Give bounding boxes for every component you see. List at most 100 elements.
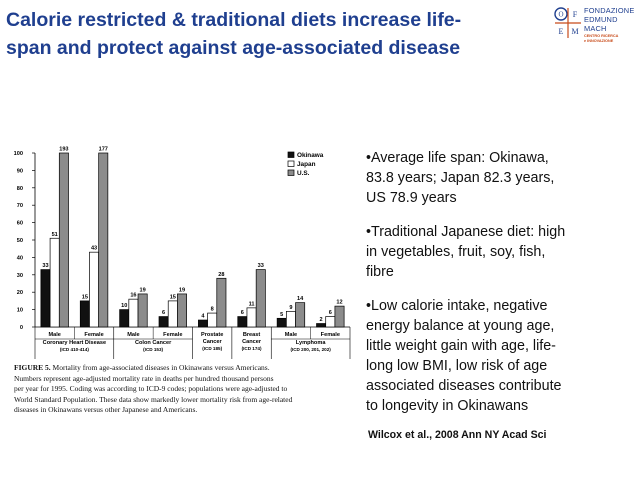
caption-line: FIGURE 5. Mortality from age-associated …	[14, 363, 360, 374]
bar-value-label: 11	[249, 301, 255, 307]
x-group-label: Cancer	[203, 339, 223, 345]
x-category-label: Male	[127, 332, 139, 338]
bar-value-label: 193	[59, 147, 68, 153]
caption-label: FIGURE 5.	[14, 363, 51, 372]
x-group-label: Breast	[243, 332, 261, 338]
bar-value-label: 6	[241, 310, 244, 316]
logo-line: MACH	[584, 23, 607, 33]
bar-value-label: 15	[82, 294, 88, 300]
x-group-label: Colon Cancer	[135, 340, 172, 346]
logo-sub-line: e INNOVAZIONE	[584, 38, 614, 43]
title-line: Calorie restricted & traditional diets i…	[6, 9, 462, 31]
bullet-line: fibre	[366, 264, 394, 280]
bullet-line: to longevity in Okinawans	[366, 398, 529, 414]
y-tick-label: 0	[20, 325, 23, 331]
bar-okinawa	[119, 309, 130, 328]
x-category-label: Male	[285, 332, 297, 338]
bar-value-label: 16	[130, 293, 136, 299]
legend-label: Okinawa	[297, 152, 324, 159]
bar-us	[295, 302, 306, 328]
bullet-line: US 78.9 years	[366, 190, 457, 206]
x-group-label: Coronary Heart Disease	[43, 340, 106, 346]
bar-us	[98, 152, 109, 328]
bar-value-label: 5	[280, 312, 283, 318]
logo-mark-icon: O F E M	[554, 7, 581, 38]
legend-swatch	[287, 151, 295, 158]
legend-swatch	[287, 160, 295, 167]
bar-value-label: 6	[329, 310, 332, 316]
bar-okinawa	[40, 269, 51, 328]
x-group-label: Prostate	[201, 332, 223, 338]
y-tick-label: 10	[17, 308, 23, 314]
x-group-label: (ICD 185)	[202, 346, 222, 351]
bar-value-label: 8	[211, 307, 214, 313]
x-group-label: (ICD 410-414)	[60, 347, 90, 352]
bullet-line: 83.8 years; Japan 82.3 years,	[366, 170, 555, 186]
legend-label: Japan	[297, 161, 316, 168]
x-category-label: Female	[84, 332, 103, 338]
caption-line: per year for 1995. Coding was according …	[14, 384, 288, 393]
bar-value-label: 177	[99, 147, 108, 153]
title-line: span and protect against age-associated …	[6, 37, 461, 59]
bullet-calorie-intake: •Low calorie intake, negative energy bal…	[366, 296, 634, 416]
bullet-list: •Average life span: Okinawa, 83.8 years;…	[366, 148, 634, 430]
bar-japan	[128, 298, 139, 328]
bar-us	[177, 293, 187, 328]
bar-okinawa	[276, 317, 287, 328]
logo-subtext: CENTRO RICERCA e INNOVAZIONE	[584, 34, 618, 43]
y-tick-label: 100	[14, 151, 23, 157]
figure-caption: FIGURE 5. Mortality from age-associated …	[14, 363, 360, 416]
y-tick-label: 70	[17, 203, 23, 209]
bar-value-label: 28	[218, 272, 224, 278]
bar-value-label: 9	[289, 305, 292, 311]
logo-mark-letter: F	[573, 10, 578, 19]
bullet-line: in vegetables, fruit, soy, fish,	[366, 244, 546, 260]
bullet-line: •Traditional Japanese diet: high	[366, 224, 566, 240]
logo-mark-letter: E	[559, 27, 564, 36]
y-tick-label: 80	[17, 186, 23, 192]
caption-line: Numbers represent age-adjusted mortality…	[14, 373, 274, 383]
logo-mark-letter: M	[571, 27, 578, 36]
bar-okinawa	[237, 316, 248, 328]
caption-line-rest: Mortality from age-associated diseases i…	[52, 363, 270, 372]
chart-svg: 0 10 20 30 40 50 60 70 80 90 100 33 15 10 6 4 6 5 2 51 43 16 1…	[14, 147, 351, 359]
y-tick-label: 30	[17, 273, 23, 279]
bar-value-label: 12	[336, 300, 342, 306]
bar-value-label: 51	[52, 232, 58, 238]
bar-value-label: 15	[170, 294, 176, 300]
bar-japan	[89, 251, 100, 328]
x-category-label: Female	[163, 332, 182, 338]
caption-line: diseases in Okinawans versus other Japan…	[14, 405, 198, 414]
citation: Wilcox et al., 2008 Ann NY Acad Sci	[368, 429, 547, 441]
bar-japan	[285, 310, 296, 328]
y-tick-label: 50	[17, 238, 23, 244]
bar-okinawa	[316, 323, 327, 328]
bar-us	[255, 269, 266, 328]
bar-japan	[49, 237, 60, 328]
bar-okinawa	[158, 316, 169, 328]
bar-okinawa	[198, 319, 208, 328]
caption-line: World Standard Population. These data sh…	[14, 394, 293, 404]
x-group-label: (ICD 200, 201, 202)	[290, 347, 331, 352]
logo-sub-line: CENTRO RICERCA	[584, 34, 619, 38]
bullet-line: •Average life span: Okinawa,	[366, 150, 549, 166]
legend-swatch	[287, 169, 295, 176]
y-tick-label: 90	[17, 168, 23, 174]
bullet-line: associated diseases contribute	[366, 378, 562, 394]
bar-japan	[167, 300, 178, 328]
bar-us	[334, 305, 345, 328]
bar-okinawa	[79, 300, 90, 328]
bullet-line: long low BMI, low risk of age	[366, 358, 548, 374]
logo-mark-letter: O	[558, 11, 563, 19]
logo-line: FONDAZIONE	[584, 6, 635, 15]
bullet-life-span: •Average life span: Okinawa, 83.8 years;…	[366, 148, 634, 208]
x-category-label: Male	[48, 332, 60, 338]
bar-us	[216, 277, 227, 328]
logo-text: FONDAZIONE EDMUND MACH	[584, 6, 635, 33]
legend-label: U.S.	[297, 170, 310, 177]
bullet-line: little weight gain with age, life-	[366, 338, 556, 354]
x-group-label: (ICD 153)	[143, 347, 163, 352]
mortality-bar-chart: 0 10 20 30 40 50 60 70 80 90 100 33 15 10 6 4 6 5 2 51 43 16 1…	[0, 140, 360, 370]
fondazione-logo: O F E M FONDAZIONE EDMUND MACH CENTRO RI…	[554, 6, 636, 66]
bar-value-label: 14	[297, 296, 304, 302]
